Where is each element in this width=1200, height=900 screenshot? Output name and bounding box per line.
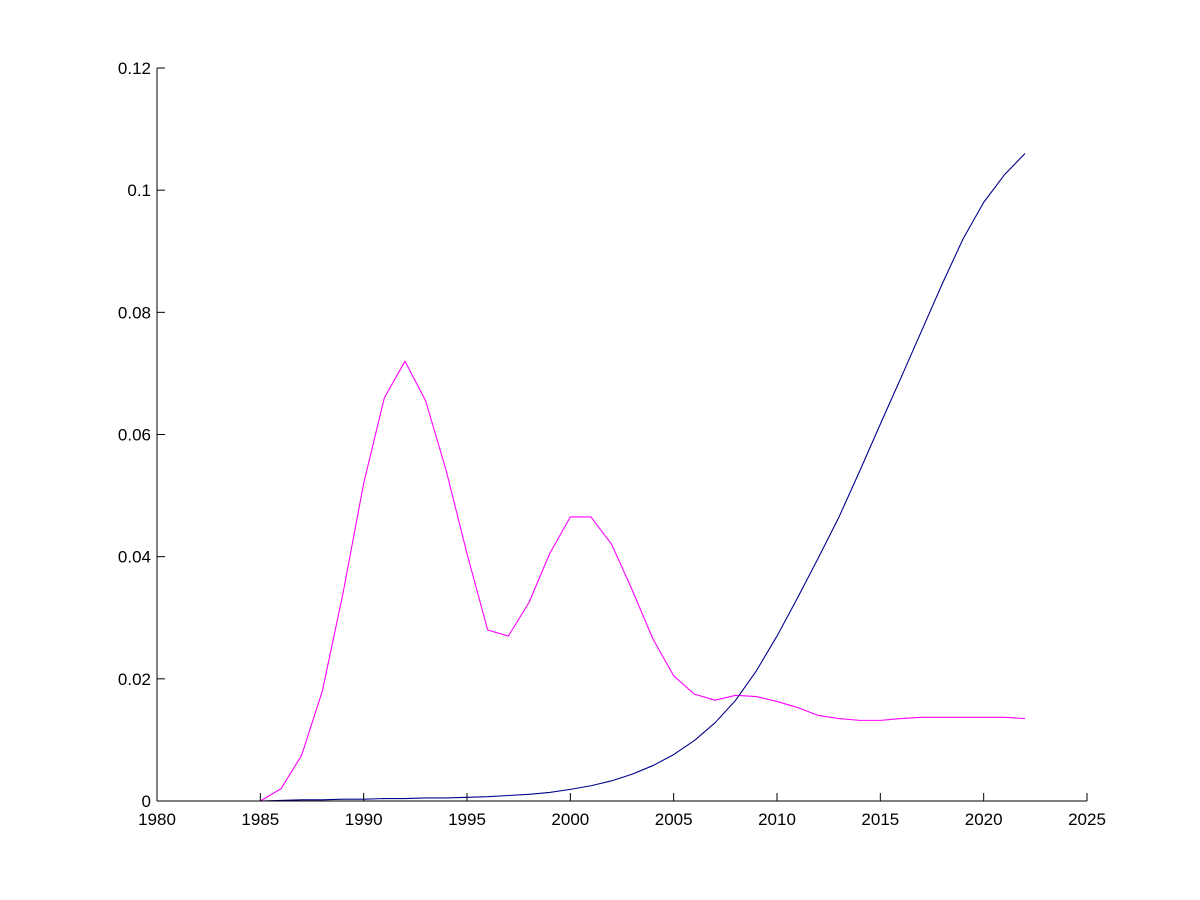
y-tick-label: 0.02 xyxy=(118,670,151,689)
x-tick-label: 2015 xyxy=(861,810,899,829)
x-tick-label: 2025 xyxy=(1068,810,1106,829)
y-tick-label: 0.08 xyxy=(118,303,151,322)
y-tick-label: 0.12 xyxy=(118,59,151,78)
series-line-1 xyxy=(157,360,1026,802)
x-tick-label: 2010 xyxy=(758,810,796,829)
y-tick-label: 0.06 xyxy=(118,426,151,445)
plot-series xyxy=(157,153,1026,802)
y-tick-label: 0 xyxy=(142,792,151,811)
x-tick-label: 2000 xyxy=(551,810,589,829)
x-tick-label: 1985 xyxy=(241,810,279,829)
x-tick-label: 2005 xyxy=(655,810,693,829)
x-tick-label: 1995 xyxy=(448,810,486,829)
x-tick-label: 1980 xyxy=(138,810,176,829)
y-tick-label: 0.04 xyxy=(118,548,151,567)
axes: 1980 1985 1990 1995 2000 2005 2010 2015 2020 2025… xyxy=(118,59,1106,829)
series-line-2 xyxy=(157,153,1026,802)
y-tick-label: 0.1 xyxy=(127,181,151,200)
x-tick-label: 2020 xyxy=(965,810,1003,829)
x-tick-label: 1990 xyxy=(345,810,383,829)
